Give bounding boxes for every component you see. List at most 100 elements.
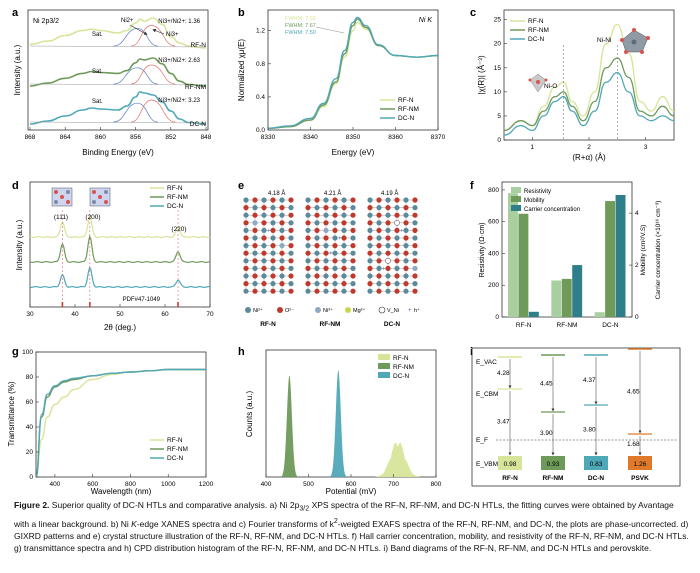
- panel-e-atom-2-9-5: [412, 265, 418, 271]
- panel-e-atom-0-7-5: [288, 250, 294, 256]
- panel-f-bar-resistivity-dc-n: [594, 312, 605, 317]
- panel-g-legend-rfn: RF-N: [167, 437, 183, 444]
- panel-e-atom-2-4-5: [412, 227, 418, 233]
- panel-e-atom-0-1-5: [288, 205, 294, 211]
- panel-a-fit-ni3-0: [131, 25, 176, 47]
- panel-e-label-rfnm: RF-NM: [320, 321, 341, 328]
- panel-e-atom-2-5-4: [403, 235, 409, 241]
- panel-d-legend-rfnm: RF-NM: [167, 194, 188, 201]
- panel-e-legend-mg: Mg²⁺: [353, 307, 365, 314]
- panel-e-atom-1-2-5: [350, 212, 356, 218]
- panel-e-atom-2-7-1: [376, 250, 382, 256]
- panel-e-atom-0-9-5: [288, 265, 294, 271]
- panel-e-atom-0-12-4: [279, 288, 285, 294]
- panel-e-atom-2-12-3: [394, 288, 400, 294]
- panel-e-atom-1-6-1: [314, 243, 320, 249]
- panel-d-ticks: 30 40 50 60 70: [26, 304, 214, 318]
- panel-f-bar-carrier-concentration-rf-n: [528, 311, 539, 317]
- panel-e-atom-2-11-3: [394, 281, 400, 287]
- panel-b-tag: b: [238, 7, 245, 19]
- panel-b-ylabel: Normalized χμ(E): [237, 39, 246, 101]
- panel-e-atom-2-1-5: [412, 205, 418, 211]
- panel-e-hole-0-0: +: [267, 228, 271, 234]
- panel-i-evbm: E_VBM: [476, 461, 498, 468]
- panel-e-atom-0-0-0: [243, 197, 249, 203]
- panel-f-ytick-right-label-0: 0: [635, 314, 639, 321]
- panel-e-atom-0-7-1: [252, 250, 258, 256]
- panel-d-plot: [29, 210, 211, 307]
- panel-e-atom-2-11-0: [367, 281, 373, 287]
- panel-e-atom-1-5-5: [350, 235, 356, 241]
- panel-c-plot: [503, 23, 675, 140]
- panel-d-xtick-label-1: 40: [71, 311, 79, 318]
- panel-i-bottom-value-0: 0.98: [504, 461, 517, 468]
- panel-e-atom-1-12-3: [332, 288, 338, 294]
- panel-e-atom-1-10-5: [350, 273, 356, 279]
- panel-e-atom-0-2-5: [288, 212, 294, 218]
- panel-b-legend: RF-N RF-NM DC-N: [380, 97, 419, 122]
- panel-e-atom-1-3-5: [350, 220, 356, 226]
- panel-e-atom-1-1-5: [350, 205, 356, 211]
- panel-g-frame: [35, 351, 207, 478]
- panel-e-atom-1-12-5: [350, 288, 356, 294]
- panel-e-atom-1-3-4: [341, 220, 347, 226]
- panel-f-ytick-right-label-2: 4: [635, 210, 639, 217]
- panel-f-ticks: 0 200 400 600 800 0 2 4: [488, 187, 639, 321]
- panel-i-vbm-box-1: [541, 456, 565, 470]
- panel-e-atom-0-11-4: [279, 281, 285, 287]
- panel-e-atom-0-4-3: [270, 227, 276, 233]
- panel-f-ylabel-left: Resistivity (Ω·cm): [479, 222, 486, 277]
- panel-c-ytick-label-5: 25: [494, 17, 502, 24]
- panel-g-ylabel: Transmittance (%): [7, 381, 16, 446]
- panel-c-ytick-label-1: 5: [497, 113, 501, 120]
- panel-f-tag: f: [470, 180, 474, 192]
- panel-e-atom-1-3-2: [323, 220, 329, 226]
- panel-b-xtick-label-1: 8340: [303, 134, 318, 141]
- panel-a-xtick-label-4: 852: [165, 134, 176, 141]
- panel-a-ylabel: Intensity (a.u.): [13, 44, 22, 95]
- panel-e-atom-0-1-3: [270, 205, 276, 211]
- panel-e-atom-1-10-4: [341, 273, 347, 279]
- panel-h-legend-rfnm: RF-NM: [393, 364, 414, 371]
- panel-e-atom-0-8-1: [252, 258, 258, 264]
- panel-d-xlabel: 2θ (deg.): [104, 323, 136, 332]
- panel-c-ytick-label-4: 20: [494, 41, 502, 48]
- panel-b-ytick-label-1: 0.4: [256, 94, 265, 101]
- panel-e-atom-0-3-0: [243, 220, 249, 226]
- panel-h-tag: h: [238, 346, 245, 358]
- panel-e-atom-0-7-0: [243, 250, 249, 256]
- panel-e-label-dcn: DC-N: [384, 321, 401, 328]
- panel-e-atom-2-11-1: [376, 281, 382, 287]
- panel-a-ni2-arrow: [129, 24, 148, 35]
- panel-e-hole-2-0: +: [400, 228, 404, 234]
- panel-e-spacing-rfn: 4.18 Å: [268, 190, 285, 197]
- panel-e-atom-0-1-4: [279, 205, 285, 211]
- panel-d-legend-dcn: DC-N: [167, 203, 184, 210]
- panel-e-atom-0-1-0: [243, 205, 249, 211]
- panel-g-xtick-label-2: 800: [125, 481, 136, 488]
- panel-e-hole-2-1: +: [382, 266, 386, 272]
- panel-a-label-rfn: RF-N: [190, 42, 206, 49]
- panel-e-atom-2-11-4: [403, 281, 409, 287]
- panel-h-xtick-label-4: 800: [431, 481, 442, 488]
- panel-e-atom-0-10-3: [270, 273, 276, 279]
- panel-e-atom-2-11-2: [385, 281, 391, 287]
- panel-a-sat-3: Sat.: [92, 99, 103, 105]
- panel-e-atom-1-10-0: [305, 273, 311, 279]
- panel-a-label-rfnm: RF-NM: [185, 84, 206, 91]
- panel-a-trace-dc-n: [29, 91, 207, 125]
- panel-e-atom-2-5-5: [412, 235, 418, 241]
- panel-i-top-value-0: 4.28: [497, 370, 510, 377]
- panel-e-atom-2-12-0: [367, 288, 373, 294]
- panel-e-atom-1-1-2: [323, 205, 329, 211]
- panel-e-atom-2-5-3: [394, 235, 400, 241]
- panel-e-atom-2-5-1: [376, 235, 382, 241]
- panel-d-tag: d: [12, 180, 19, 192]
- panel-e-atom-2-6-3: [394, 243, 400, 249]
- panel-d-xtick-label-0: 30: [26, 311, 34, 318]
- panel-e-atom-1-1-0: [305, 205, 311, 211]
- panel-e-atom-2-0-1: [376, 197, 382, 203]
- panel-i-tag: i: [470, 346, 473, 358]
- panel-e-legend-ni3: Ni³⁺: [323, 307, 333, 314]
- panel-h-ylabel: Counts (a.u.): [245, 391, 254, 438]
